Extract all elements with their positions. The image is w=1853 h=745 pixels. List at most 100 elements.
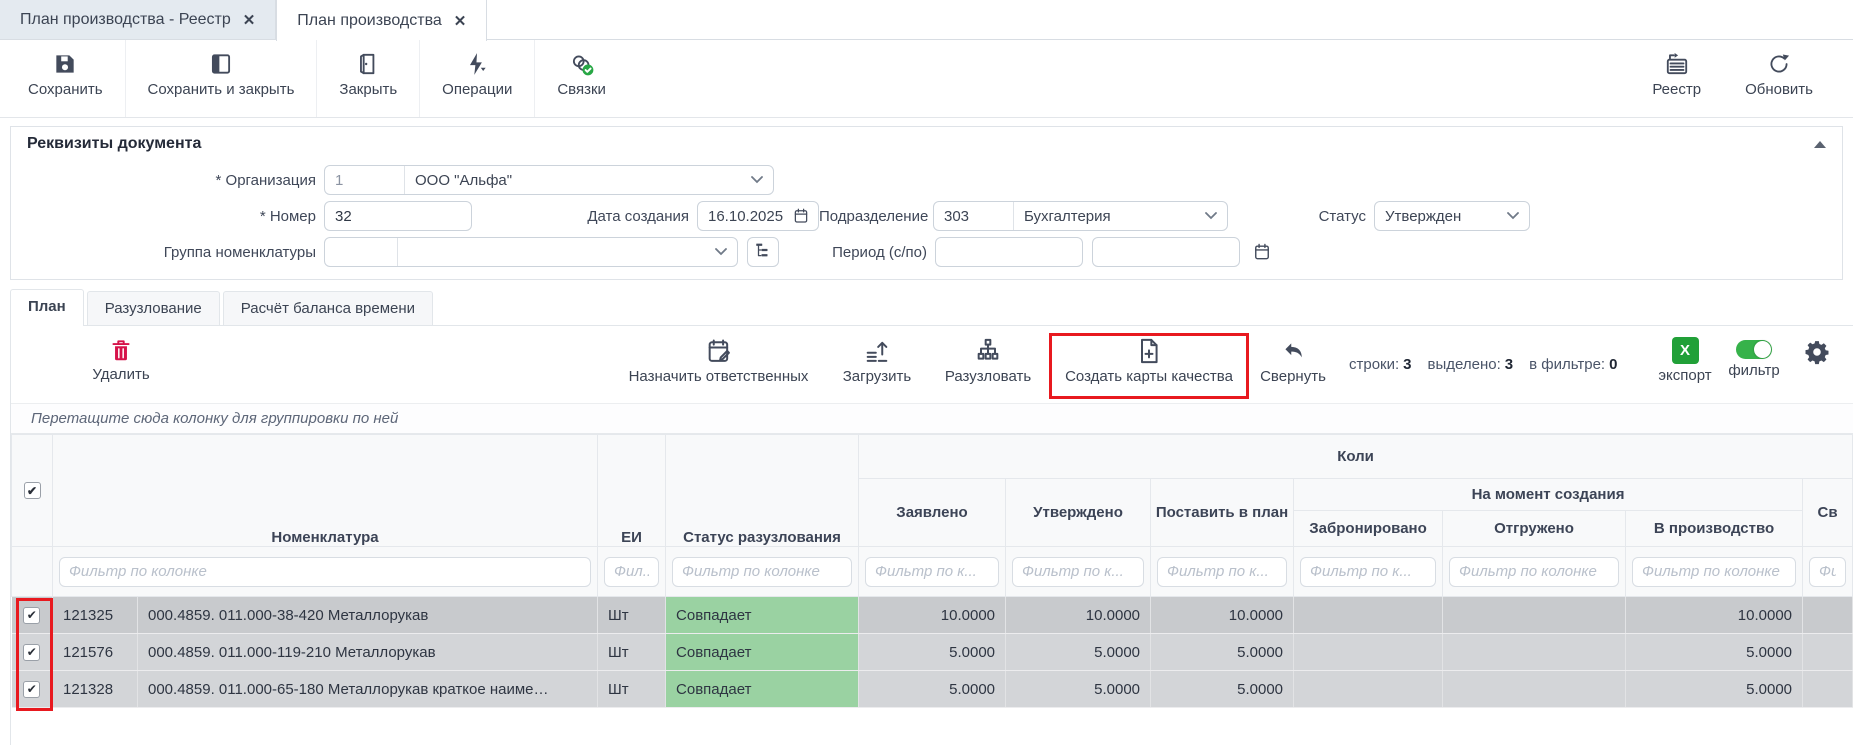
table-row[interactable]: 121325 000.4859. 011.000-38-420 Металлор… [11, 596, 1853, 634]
row-approved: 10.0000 [1005, 596, 1152, 634]
row-in-production: 10.0000 [1625, 596, 1804, 634]
grid-settings-button[interactable] [1795, 326, 1839, 365]
column-header-reserved[interactable]: Забронировано [1293, 510, 1444, 547]
tab-plan[interactable]: План [10, 289, 84, 326]
organization-name: ООО "Альфа" [415, 171, 513, 189]
row-status-badge: Совпадает [665, 596, 860, 634]
content-tab-bar: План Разузлование Расчёт баланса времени [10, 288, 1853, 326]
close-button[interactable]: Закрыть [317, 40, 421, 117]
column-header-nomenclature[interactable]: Номенклатура [51, 434, 599, 547]
delete-button[interactable]: Удалить [73, 326, 169, 383]
tree-select-button[interactable] [747, 237, 779, 267]
number-label: * Номер [259, 207, 316, 225]
table-row[interactable]: 121576 000.4859. 011.000-119-210 Металло… [11, 633, 1853, 671]
chevron-down-icon[interactable] [1201, 212, 1227, 220]
panel-title: Реквизиты документа [27, 135, 202, 152]
column-header-approved[interactable]: Утверждено [1005, 478, 1152, 547]
shipped-filter-input[interactable] [1449, 556, 1620, 587]
gear-icon [1804, 339, 1830, 365]
row-extra [1802, 596, 1853, 634]
period-from-input[interactable] [935, 237, 1083, 267]
refresh-button[interactable]: Обновить [1723, 40, 1835, 117]
period-to-input[interactable] [1092, 237, 1240, 267]
column-header-declared[interactable]: Заявлено [858, 478, 1007, 547]
explode-button[interactable]: Разузловать [933, 326, 1043, 385]
organization-field[interactable]: 1 ООО "Альфа" [324, 165, 774, 195]
load-button[interactable]: Загрузить [831, 326, 923, 385]
row-to-plan: 5.0000 [1150, 670, 1295, 708]
clipboard-pencil-icon [705, 337, 733, 365]
select-all-cell [11, 434, 53, 547]
chevron-down-icon[interactable] [1503, 212, 1529, 220]
tree-structure-icon [974, 337, 1002, 365]
period-calendar-icon[interactable] [1252, 242, 1272, 262]
number-input[interactable] [324, 201, 472, 231]
column-header-shipped[interactable]: Отгружено [1442, 510, 1627, 547]
approved-filter-input[interactable] [1012, 556, 1145, 587]
tab-plan-registry[interactable]: План производства - Реестр ✕ [0, 0, 277, 39]
table-row[interactable]: 121328 000.4859. 011.000-65-180 Металлор… [11, 670, 1853, 708]
links-button[interactable]: Связки [535, 40, 628, 117]
creation-date-label: Дата создания [587, 207, 689, 225]
status-filter-input[interactable] [672, 556, 853, 587]
extra-filter-input[interactable] [1809, 556, 1847, 587]
calendar-icon[interactable] [790, 207, 818, 225]
plan-tab-content: Удалить Назначить ответственных Загрузит… [10, 325, 1853, 745]
unit-filter-input[interactable] [604, 556, 660, 587]
row-reserved [1293, 670, 1444, 708]
save-button[interactable]: Сохранить [6, 40, 126, 117]
nomenclature-group-field[interactable] [324, 237, 738, 267]
column-header-in-production[interactable]: В производство [1625, 510, 1804, 547]
row-unit: Шт [597, 670, 667, 708]
group-by-drop-zone[interactable]: Перетащите сюда колонку для группировки … [11, 404, 1853, 434]
collapse-panel-icon[interactable] [1814, 140, 1826, 148]
filter-cell-declared [858, 546, 1007, 597]
row-approved: 5.0000 [1005, 670, 1152, 708]
undo-arrow-icon [1279, 337, 1307, 365]
declared-filter-input[interactable] [865, 556, 1000, 587]
export-button[interactable]: X экспорт [1655, 326, 1715, 384]
operations-button[interactable]: Операции [420, 40, 536, 117]
in-production-filter-input[interactable] [1632, 556, 1797, 587]
registry-button[interactable]: Реестр [1630, 40, 1723, 117]
close-icon[interactable]: ✕ [242, 11, 256, 29]
to-plan-filter-input[interactable] [1157, 556, 1288, 587]
column-header-to-plan[interactable]: Поставить в план [1150, 478, 1295, 547]
tab-explosion[interactable]: Разузлование [86, 291, 220, 325]
department-field[interactable]: 303 Бухгалтерия [933, 201, 1228, 231]
tab-plan-document[interactable]: План производства ✕ [276, 0, 488, 41]
department-label: Подразделение [819, 207, 929, 225]
status-select[interactable]: Утвержден [1374, 201, 1530, 231]
column-header-extra[interactable]: Св [1802, 478, 1853, 547]
toggle-on-icon[interactable] [1736, 340, 1772, 359]
filter-toggle-button[interactable]: фильтр [1725, 326, 1783, 379]
row-checkbox[interactable] [23, 680, 41, 698]
chevron-down-icon[interactable] [747, 176, 773, 184]
assign-responsibles-label: Назначить ответственных [628, 368, 809, 385]
row-checkbox[interactable] [23, 643, 41, 661]
column-header-unit[interactable]: ЕИ [597, 434, 667, 547]
creation-date-field[interactable]: 16.10.2025 [697, 201, 819, 231]
create-quality-cards-label: Создать карты качества [1065, 368, 1233, 385]
filter-cell-unit [597, 546, 667, 597]
department-name: Бухгалтерия [1024, 207, 1111, 225]
selected-counter: выделено: 3 [1427, 356, 1514, 373]
create-quality-cards-button[interactable]: Создать карты качества [1053, 326, 1245, 385]
column-header-status[interactable]: Статус разузлования [665, 434, 860, 547]
reserved-filter-input[interactable] [1300, 556, 1437, 587]
status-label: Статус [1318, 207, 1366, 225]
row-checkbox[interactable] [23, 606, 41, 624]
nomenclature-filter-input[interactable] [59, 556, 592, 587]
refresh-label: Обновить [1745, 81, 1813, 98]
select-all-checkbox[interactable] [23, 482, 41, 500]
nomenclature-group-row: Группа номенклатуры Период (с/по) [11, 237, 1842, 267]
assign-responsibles-button[interactable]: Назначить ответственных [616, 326, 821, 385]
row-approved: 5.0000 [1005, 633, 1152, 671]
close-icon[interactable]: ✕ [453, 12, 467, 30]
tab-time-balance[interactable]: Расчёт баланса времени [222, 291, 434, 325]
collapse-button[interactable]: Свернуть [1253, 326, 1333, 385]
chevron-down-icon[interactable] [711, 248, 737, 256]
tab-label: План производства [297, 11, 442, 29]
save-and-close-button[interactable]: Сохранить и закрыть [126, 40, 318, 117]
window-tab-bar: План производства - Реестр ✕ План произв… [0, 0, 1853, 41]
